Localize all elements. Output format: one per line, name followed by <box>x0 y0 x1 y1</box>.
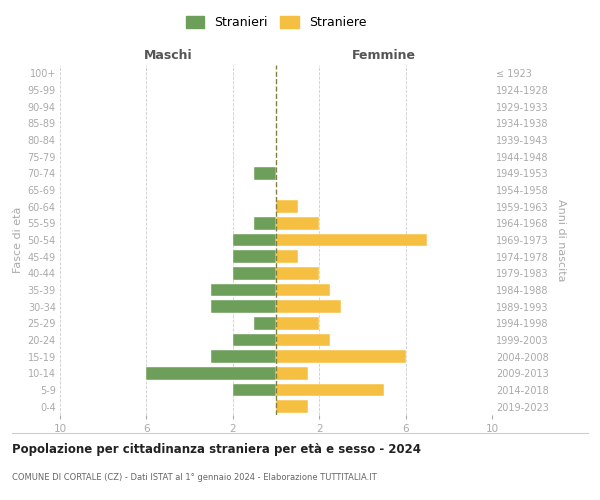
Bar <box>211 300 276 313</box>
Bar <box>254 217 276 230</box>
Bar <box>276 334 330 346</box>
Bar <box>276 350 406 363</box>
Y-axis label: Anni di nascita: Anni di nascita <box>556 198 566 281</box>
Legend: Stranieri, Straniere: Stranieri, Straniere <box>181 11 371 34</box>
Bar <box>276 384 384 396</box>
Text: COMUNE DI CORTALE (CZ) - Dati ISTAT al 1° gennaio 2024 - Elaborazione TUTTITALIA: COMUNE DI CORTALE (CZ) - Dati ISTAT al 1… <box>12 472 377 482</box>
Bar <box>233 250 276 263</box>
Bar <box>146 367 276 380</box>
Text: Femmine: Femmine <box>352 48 416 62</box>
Text: Maschi: Maschi <box>143 48 193 62</box>
Bar <box>276 267 319 280</box>
Bar <box>254 317 276 330</box>
Bar <box>211 350 276 363</box>
Bar <box>276 317 319 330</box>
Bar <box>233 267 276 280</box>
Bar <box>254 167 276 179</box>
Bar <box>211 284 276 296</box>
Bar <box>276 200 298 213</box>
Bar <box>233 334 276 346</box>
Bar <box>276 217 319 230</box>
Bar <box>276 300 341 313</box>
Bar <box>276 234 427 246</box>
Bar <box>276 250 298 263</box>
Y-axis label: Fasce di età: Fasce di età <box>13 207 23 273</box>
Bar <box>276 367 308 380</box>
Bar <box>276 284 330 296</box>
Bar <box>233 384 276 396</box>
Bar <box>276 400 308 413</box>
Text: Popolazione per cittadinanza straniera per età e sesso - 2024: Popolazione per cittadinanza straniera p… <box>12 442 421 456</box>
Bar <box>233 234 276 246</box>
